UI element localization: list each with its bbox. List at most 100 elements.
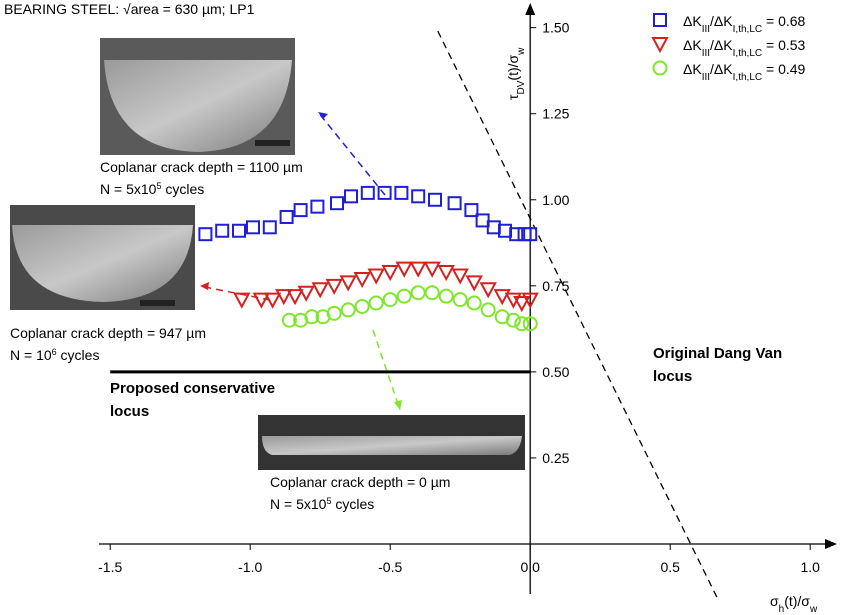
inset-cycles: N = 5x105 cycles [100,181,204,197]
cycles-part: N = 5x10 [100,181,157,197]
legend-label-part: III [702,24,710,35]
data-point [369,270,383,283]
inset-cycles: N = 106 cycles [10,347,99,363]
chart: BEARING STEEL: √area = 630 µm; LP1 -1.5 -… [0,0,841,615]
data-point [341,276,355,289]
data-point [383,266,397,279]
x-tick-label: 1.0 [800,559,820,575]
legend-label-part: /ΔK [710,61,733,77]
data-point [425,263,439,276]
legend-label-part: I,th,LC [733,24,762,35]
data-point [345,190,357,202]
legend-label: ΔKIII/ΔKI,th,LC = 0.53 [683,37,806,59]
data-point [412,190,424,202]
reference-label: locus [653,368,692,385]
data-point [398,290,411,303]
cycles-part: N = 5x10 [270,496,327,512]
legend-marker [654,14,666,26]
legend-label-part: ΔK [683,61,702,77]
inset-image [100,38,295,155]
data-point [481,283,495,296]
data-point [247,221,259,233]
x-axis-label-part: (t)/σ [784,593,810,609]
data-point [395,187,407,199]
reference-label: Proposed conservative [110,380,275,397]
legend-label-part: = 0.49 [762,61,805,77]
y-tick-label: 1.25 [542,106,569,122]
x-tick-label: 0.0 [520,559,540,575]
data-point [439,266,453,279]
legend-marker [654,62,667,75]
data-point [235,294,249,307]
cycles-part: cycles [331,496,374,512]
arrow-head [394,400,402,410]
data-point [311,201,323,213]
inset-caption: Coplanar crack depth = 0 µm [270,474,450,490]
data-point [216,225,228,237]
y-axis-label-part: w [516,47,527,56]
cycles-part: cycles [57,347,100,363]
y-tick-label: 1.50 [542,20,569,36]
data-point [362,187,374,199]
cycles-part: cycles [161,181,204,197]
data-point [233,225,245,237]
data-point [449,197,461,209]
legend-label-part: /ΔK [710,37,733,53]
data-point [356,300,369,313]
data-point [342,303,355,316]
legend-label-part: I,th,LC [733,72,762,83]
y-tick-label: 1.00 [542,192,569,208]
legend-label-part: III [702,48,710,59]
legend-marker [653,38,667,51]
data-point [199,228,211,240]
y-axis-label: τDV(t)/σw [505,47,527,100]
data-point [384,293,397,306]
x-tick-label: 0.5 [660,559,680,575]
legend-label-part: I,th,LC [733,48,762,59]
data-point [468,297,481,310]
inset-caption: Coplanar crack depth = 1100 µm [100,159,303,175]
data-point [327,280,341,293]
data-point [313,283,327,296]
pointer-arrow [373,330,400,410]
x-tick-label: -0.5 [378,559,402,575]
cycles-part: N = 10 [10,347,52,363]
y-axis-label-part: DV [516,80,527,94]
arrow-head [318,112,328,119]
legend-label: ΔKIII/ΔKI,th,LC = 0.49 [683,61,806,83]
data-point [482,303,495,316]
data-point [370,297,383,310]
data-point [453,270,467,283]
x-axis-arrow [825,539,837,549]
data-point [411,263,425,276]
x-axis-label: σh(t)/σw [770,593,818,615]
data-point [440,290,453,303]
inset-image [258,415,525,470]
y-tick-label: 0.25 [542,450,569,466]
inset-caption: Coplanar crack depth = 947 µm [10,325,206,341]
x-axis-label-part: w [809,604,818,615]
pointer-arrow [318,112,385,195]
x-tick-label: -1.5 [98,559,122,575]
data-point [454,293,467,306]
reference-line [438,31,718,599]
reference-label: locus [110,403,149,420]
y-axis-label-part: (t)/σ [505,54,521,80]
data-point [379,187,391,199]
data-point [412,286,425,299]
x-tick-label: -1.0 [238,559,262,575]
legend-label-part: = 0.53 [762,37,805,53]
data-point [397,263,411,276]
chart-title: BEARING STEEL: √area = 630 µm; LP1 [4,1,255,17]
data-point [355,273,369,286]
inset-image [10,205,195,310]
data-point [331,197,343,209]
data-point [288,290,302,303]
legend-label: ΔKIII/ΔKI,th,LC = 0.68 [683,13,806,35]
data-point [281,211,293,223]
data-point [426,286,439,299]
data-point [467,276,481,289]
inset-cycles: N = 5x105 cycles [270,496,374,512]
data-point [295,204,307,216]
x-axis-label-part: σ [770,593,779,609]
